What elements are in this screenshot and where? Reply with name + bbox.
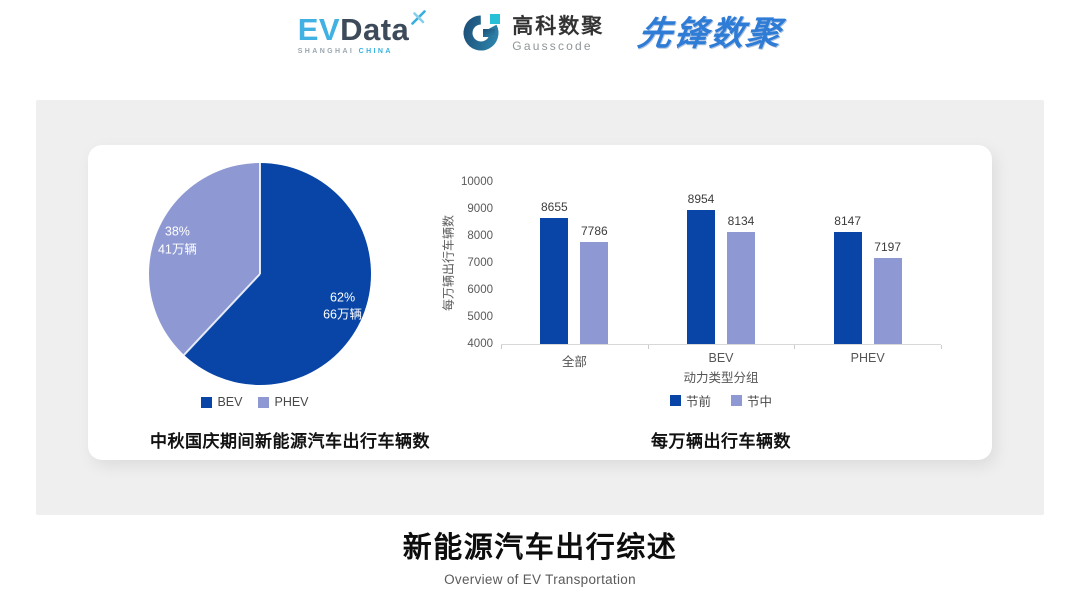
x-axis-tick (647, 345, 649, 349)
pie-slice-label: 62% 66万辆 (323, 290, 363, 322)
bar-value-label: 8655 (540, 200, 568, 215)
legend-swatch (258, 396, 270, 408)
category-label: 全部 (561, 355, 587, 369)
page-title: 新能源汽车出行综述 (402, 532, 678, 564)
legend-label: 节中 (747, 395, 773, 409)
x-axis-baseline (501, 344, 941, 345)
legend-label: BEV (217, 395, 243, 409)
legend-item: 节中 (731, 391, 772, 410)
pie-legend: BEV PHEV (100, 395, 410, 409)
footer: 新能源汽车出行综述 Overview of EV Transportation (0, 524, 1080, 587)
bar-chart: 每万辆出行车辆数 动力类型分组 节前 节中 4000 5000 6000 7000 800… (88, 145, 992, 460)
legend-swatch (669, 395, 681, 406)
legend-item: PHEV (258, 395, 309, 409)
evdata-data-text: Data (340, 11, 410, 47)
evdata-tagline-left: SHANGHAI (297, 47, 355, 55)
gausscode-cn-name: 高科数聚 (512, 14, 605, 38)
evdata-logo: EV Data SHANGHAI CHINA (297, 9, 427, 55)
y-tick-label: 8000 (467, 230, 493, 242)
bar (833, 232, 862, 344)
bar (580, 241, 609, 344)
x-axis-tick (941, 345, 942, 349)
y-tick-label: 6000 (467, 284, 493, 296)
bar-value-label: 8147 (834, 214, 861, 229)
evdata-wordmark: EV Data (297, 9, 427, 47)
y-tick-label: 5000 (467, 311, 493, 323)
gausscode-text: 高科数聚 Gausscode (512, 15, 604, 53)
evdata-ev-text: EV (297, 11, 341, 47)
x-axis-tick (794, 345, 796, 349)
legend-item: 节前 (669, 391, 711, 410)
y-tick-label: 10000 (461, 176, 493, 188)
pie-slice-divider (259, 163, 261, 274)
bar-chart-title: 每万辆出行车辆数 (651, 432, 791, 451)
evdata-sparkle-icon (411, 9, 427, 29)
y-tick-label: 9000 (467, 203, 493, 215)
bar-value-label: 7786 (580, 223, 608, 238)
pie-slice-label: 38% 41万辆 (157, 224, 197, 257)
pioneer-logo: 先锋数聚 (635, 15, 785, 53)
pie-chart: 62% 66万辆 38% 41万辆 (149, 163, 371, 385)
bar (687, 210, 715, 344)
bar-value-label: 7197 (874, 239, 901, 254)
y-tick-label: 7000 (467, 257, 493, 269)
bar-x-axis-label: 动力类型分组 (683, 371, 759, 385)
bar-legend: 节前 节中 (501, 391, 941, 410)
gausscode-logo: 高科数聚 Gausscode (460, 10, 604, 59)
content-panel: 62% 66万辆 38% 41万辆 BEV PHEV 中秋国庆期间新能源汽车出行车辆数 … (36, 100, 1044, 515)
pie-chart-title: 中秋国庆期间新能源汽车出行车辆数 (150, 432, 430, 451)
bar-value-label: 8954 (687, 192, 715, 207)
charts-card: 62% 66万辆 38% 41万辆 BEV PHEV 中秋国庆期间新能源汽车出行车辆数 … (88, 145, 992, 460)
bar (727, 232, 755, 344)
y-tick-label: 4000 (467, 338, 493, 350)
bar (873, 257, 902, 344)
gausscode-en-name: Gausscode (512, 39, 593, 54)
logo-bar: EV Data SHANGHAI CHINA (0, 0, 1080, 68)
category-label: BEV (708, 351, 734, 365)
bar-value-label: 8134 (727, 214, 755, 229)
legend-item: BEV (201, 395, 242, 409)
evdata-tagline-right: CHINA (358, 47, 393, 55)
legend-label: PHEV (274, 395, 309, 409)
legend-swatch (201, 396, 213, 408)
legend-label: 节前 (685, 395, 711, 409)
gausscode-g-icon (460, 10, 504, 59)
bar (540, 218, 569, 344)
legend-swatch (731, 395, 742, 406)
evdata-tagline: SHANGHAI CHINA (298, 48, 393, 55)
x-axis-tick (501, 345, 502, 349)
page-subtitle: Overview of EV Transportation (444, 572, 636, 587)
category-label: PHEV (850, 351, 885, 365)
